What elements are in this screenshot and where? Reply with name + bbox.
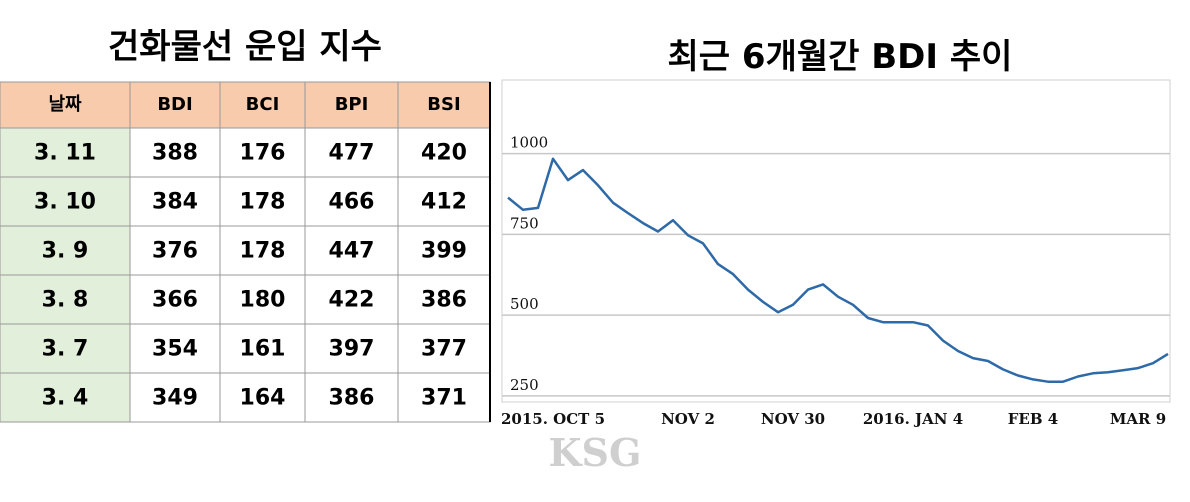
header-text: BSI (427, 94, 460, 115)
cell (304, 176, 399, 227)
cell-text: 388 (152, 141, 198, 166)
cell (129, 372, 221, 423)
header-cell (397, 81, 491, 129)
header-text: BCI (246, 94, 280, 115)
cell-text: 3. 11 (34, 141, 96, 166)
cell-text: 371 (421, 386, 467, 411)
cell (397, 274, 491, 325)
cell-text: 3. 10 (34, 190, 96, 215)
cell (304, 372, 399, 423)
cell-text: 178 (240, 190, 286, 215)
x-tick-label: 2016. JAN 4 (863, 410, 963, 428)
y-tick-label: 250 (510, 376, 539, 394)
cell (304, 225, 399, 276)
cell-text: 420 (421, 141, 467, 166)
cell-text: 178 (240, 239, 286, 264)
cell (304, 127, 399, 178)
y-tick-label: 500 (510, 295, 539, 313)
cell-text: 397 (329, 337, 375, 362)
header-text: BPI (335, 94, 369, 115)
cell-text: 466 (329, 190, 375, 215)
y-tick-label: 750 (510, 214, 539, 232)
cell-text: 447 (329, 239, 375, 264)
header-text: BDI (157, 94, 192, 115)
cell-text: 161 (240, 337, 286, 362)
cell-text: 477 (329, 141, 375, 166)
cell (397, 176, 491, 227)
cell-text: 399 (421, 239, 467, 264)
table: 날짜 BDI BCI BPI BSI 3. 11 388 176 477 420 3. 10 384 1… (0, 81, 491, 423)
cell (219, 127, 306, 178)
cell-text: 386 (421, 288, 467, 313)
header-cell (129, 81, 221, 129)
cell-text: 412 (421, 190, 467, 215)
header-cell (0, 81, 131, 129)
cell (0, 372, 131, 423)
cell (304, 274, 399, 325)
cell-text: 3. 4 (42, 386, 89, 411)
cell-text: 176 (240, 141, 286, 166)
cell-text: 366 (152, 288, 198, 313)
cell-text: 3. 9 (42, 239, 89, 264)
x-tick-label: NOV 30 (761, 410, 825, 428)
x-tick-label: MAR 9 (1110, 410, 1166, 428)
x-tick-label: NOV 2 (661, 410, 715, 428)
cell (129, 274, 221, 325)
cell (397, 323, 491, 374)
cell (219, 176, 306, 227)
cell (129, 323, 221, 374)
chart-title: 최근 6개월간 BDI 추이 (668, 37, 1013, 77)
cell (0, 274, 131, 325)
cell (0, 225, 131, 276)
cell-text: 384 (152, 190, 198, 215)
cell-text: 349 (152, 386, 198, 411)
header-text: 날짜 (48, 94, 82, 115)
cell (219, 372, 306, 423)
cell (129, 176, 221, 227)
y-tick-label: 1000 (510, 134, 548, 152)
chart: 250 500 750 1000 2015. OCT 5 NOV 2 NOV 30 2016.… (501, 134, 1170, 428)
plot-frame (501, 79, 1171, 403)
cell (219, 225, 306, 276)
cell-text: 180 (240, 288, 286, 313)
x-tick-label: FEB 4 (1008, 410, 1058, 428)
cell (397, 225, 491, 276)
table-title: 건화물선 운입 지수 (108, 27, 382, 67)
watermark: KSG (549, 430, 642, 475)
cell-text: 3. 8 (42, 288, 89, 313)
cell-text: 422 (329, 288, 375, 313)
cell (397, 127, 491, 178)
header-cell (304, 81, 399, 129)
cell-text: 376 (152, 239, 198, 264)
cell (0, 323, 131, 374)
cell-text: 377 (421, 337, 467, 362)
cell-text: 164 (240, 386, 286, 411)
cell (219, 274, 306, 325)
x-tick-label: 2015. OCT 5 (501, 410, 605, 428)
data-line (507, 157, 1169, 383)
cell-text: 386 (329, 386, 375, 411)
cell-text: 354 (152, 337, 198, 362)
cell (129, 225, 221, 276)
cell-text: 3. 7 (42, 337, 89, 362)
